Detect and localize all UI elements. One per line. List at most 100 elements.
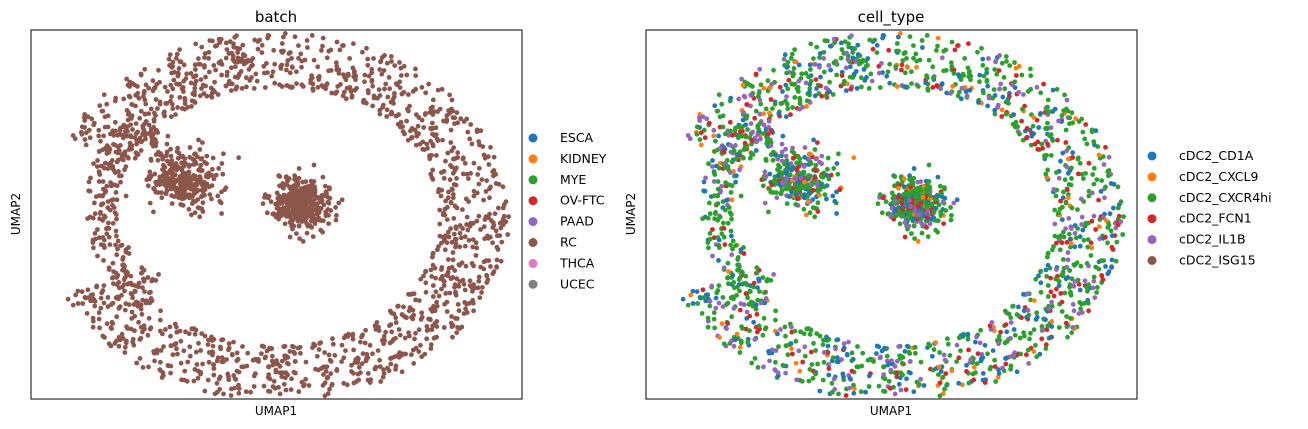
scatter-point xyxy=(919,230,925,236)
scatter-point xyxy=(984,70,990,76)
scatter-point xyxy=(1110,247,1116,252)
scatter-point xyxy=(715,186,721,192)
scatter-point xyxy=(712,325,717,331)
scatter-point xyxy=(410,307,416,313)
scatter-point xyxy=(1012,332,1018,338)
scatter-point xyxy=(161,344,166,349)
scatter-point xyxy=(219,72,225,78)
scatter-point xyxy=(924,33,930,38)
scatter-point xyxy=(388,322,394,327)
scatter-point xyxy=(716,283,722,288)
scatter-point xyxy=(455,325,460,330)
scatter-point xyxy=(1069,276,1075,282)
scatter-point xyxy=(962,56,968,61)
scatter-point xyxy=(483,189,489,194)
scatter-point xyxy=(1118,219,1124,225)
scatter-point xyxy=(824,334,829,340)
scatter-point xyxy=(884,353,890,359)
scatter-point xyxy=(393,335,398,341)
scatter-point xyxy=(454,165,459,171)
scatter-point xyxy=(1008,315,1014,321)
scatter-point xyxy=(785,106,791,112)
legend-marker xyxy=(1147,172,1157,182)
scatter-point xyxy=(949,39,955,45)
scatter-point xyxy=(174,324,179,330)
scatter-point xyxy=(240,42,246,48)
scatter-point xyxy=(147,169,153,175)
scatter-point xyxy=(1079,222,1084,227)
scatter-point xyxy=(418,342,423,348)
scatter-point xyxy=(210,166,215,172)
scatter-point xyxy=(806,185,812,191)
scatter-point xyxy=(100,288,106,293)
scatter-point xyxy=(951,200,957,206)
scatter-point xyxy=(259,351,264,356)
scatter-point xyxy=(785,59,791,65)
scatter-point xyxy=(753,71,759,77)
scatter-point xyxy=(734,173,739,179)
scatter-point xyxy=(398,73,404,78)
scatter-point xyxy=(127,140,133,146)
scatter-point xyxy=(480,144,486,150)
scatter-point xyxy=(209,334,214,340)
scatter-point xyxy=(226,345,232,351)
scatter-point xyxy=(1106,269,1112,275)
scatter-point xyxy=(138,302,144,308)
scatter-point xyxy=(168,343,174,349)
scatter-point xyxy=(733,143,738,148)
scatter-point xyxy=(812,214,818,220)
scatter-point xyxy=(448,140,454,145)
scatter-point xyxy=(741,155,746,161)
scatter-point xyxy=(166,363,171,369)
scatter-point xyxy=(441,175,447,181)
scatter-point xyxy=(730,246,735,252)
scatter-point xyxy=(237,46,243,52)
scatter-point xyxy=(146,111,152,117)
scatter-point xyxy=(1017,131,1022,137)
scatter-point xyxy=(128,273,134,279)
scatter-point xyxy=(909,231,914,237)
scatter-point xyxy=(449,97,455,103)
scatter-point xyxy=(377,67,383,72)
scatter-point xyxy=(694,289,700,294)
scatter-point xyxy=(100,108,106,114)
scatter-point xyxy=(711,179,717,184)
scatter-point xyxy=(849,33,854,39)
scatter-point xyxy=(797,185,802,191)
scatter-point xyxy=(193,159,198,165)
scatter-point xyxy=(294,231,299,237)
scatter-point xyxy=(157,367,163,373)
scatter-point xyxy=(467,223,473,229)
scatter-point xyxy=(168,333,173,339)
scatter-point xyxy=(932,205,938,211)
legend-marker xyxy=(528,258,538,268)
scatter-point xyxy=(911,389,917,395)
scatter-point xyxy=(843,65,849,71)
scatter-point xyxy=(1064,264,1070,270)
scatter-point xyxy=(170,352,176,358)
scatter-point xyxy=(265,35,270,41)
scatter-point xyxy=(326,221,331,227)
scatter-point xyxy=(902,234,908,240)
scatter-point xyxy=(998,81,1004,87)
scatter-point xyxy=(711,127,717,133)
scatter-point xyxy=(462,287,468,293)
scatter-point xyxy=(289,56,294,61)
scatter-point xyxy=(158,348,164,353)
scatter-point xyxy=(433,335,438,340)
scatter-point xyxy=(1046,306,1052,311)
scatter-point xyxy=(898,370,903,376)
scatter-point xyxy=(202,55,207,60)
scatter-point xyxy=(160,331,165,337)
scatter-point xyxy=(1085,300,1091,306)
scatter-point xyxy=(836,151,841,157)
scatter-point xyxy=(1038,111,1043,116)
scatter-point xyxy=(236,382,241,388)
scatter-point xyxy=(726,205,732,211)
scatter-point xyxy=(897,209,903,215)
scatter-point xyxy=(1004,329,1010,335)
scatter-point xyxy=(1079,310,1085,315)
scatter-point xyxy=(353,73,359,79)
scatter-point xyxy=(183,175,189,181)
scatter-point xyxy=(309,73,314,79)
